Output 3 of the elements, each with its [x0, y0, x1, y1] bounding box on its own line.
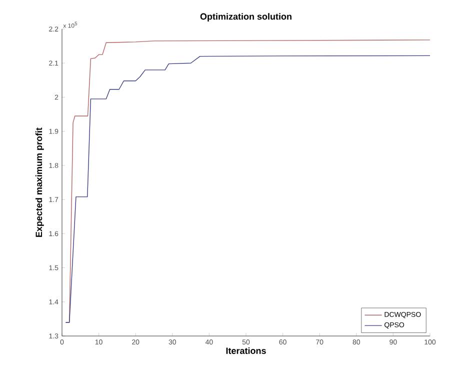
y-axis-title: Expected maximum profit — [35, 128, 44, 237]
chart-title: Optimization solution — [200, 13, 292, 22]
x-axis-title: Iterations — [226, 347, 266, 354]
